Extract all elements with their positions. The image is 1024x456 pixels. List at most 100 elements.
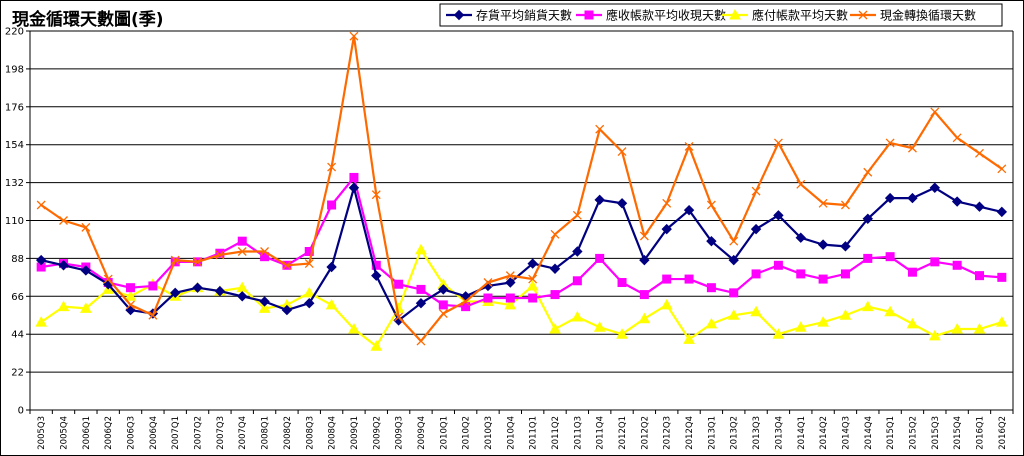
data-point <box>796 179 806 189</box>
data-point <box>639 290 649 300</box>
data-point <box>662 198 672 208</box>
data-point <box>862 213 873 224</box>
x-tick-label: 2009Q3 <box>395 416 405 450</box>
x-tick-label: 2006Q2 <box>104 416 114 450</box>
data-point <box>974 271 984 281</box>
x-tick-label: 2005Q3 <box>37 416 47 450</box>
data-point <box>772 328 785 339</box>
data-point <box>773 138 783 148</box>
legend-label: 應付帳款平均天數 <box>752 8 848 23</box>
data-point <box>751 186 761 196</box>
x-tick-label: 2007Q2 <box>194 416 204 450</box>
data-point <box>528 293 538 303</box>
data-point <box>527 258 538 269</box>
data-point <box>528 274 538 284</box>
legend-label: 存貨平均銷貨天數 <box>476 8 572 23</box>
data-point <box>483 293 493 303</box>
data-point <box>348 323 360 334</box>
data-point <box>572 210 582 220</box>
data-point <box>928 329 941 341</box>
data-point <box>907 192 918 204</box>
x-tick-label: 2015Q2 <box>908 416 918 450</box>
x-tick-label: 2014Q4 <box>864 416 874 450</box>
data-point <box>751 269 761 279</box>
data-point <box>952 133 962 143</box>
data-point <box>728 254 739 266</box>
x-tick-label: 2007Q4 <box>238 416 248 450</box>
data-point <box>371 260 381 270</box>
data-point <box>304 247 314 257</box>
x-tick-label: 2006Q4 <box>149 416 159 450</box>
data-point <box>773 260 783 270</box>
legend: 存貨平均銷貨天數 應收帳款平均收現天數 應付帳款平均天數 現金轉換循環天數 <box>439 3 1003 27</box>
data-point <box>885 252 895 262</box>
data-point <box>550 290 560 300</box>
data-point <box>638 312 651 324</box>
data-point <box>148 310 158 320</box>
data-point <box>260 247 270 256</box>
data-point <box>861 300 874 312</box>
data-point <box>705 317 718 329</box>
data-point <box>80 265 92 276</box>
x-tick-label: 2008Q1 <box>261 416 271 450</box>
data-point <box>616 198 628 209</box>
data-point <box>282 260 292 270</box>
legend-marker <box>584 10 594 20</box>
data-point <box>973 323 986 334</box>
data-point <box>930 257 940 267</box>
data-point <box>304 297 315 309</box>
data-point <box>840 241 851 252</box>
data-point <box>727 309 740 320</box>
legend-box <box>439 3 1003 27</box>
data-point <box>126 283 136 293</box>
data-point <box>907 267 917 277</box>
data-point <box>795 232 806 243</box>
data-point <box>884 305 896 317</box>
data-point <box>81 222 91 232</box>
data-point <box>415 243 427 255</box>
data-point <box>103 274 113 284</box>
y-tick-label: 66 <box>11 292 24 303</box>
data-point <box>526 279 539 291</box>
legend-entry: 現金轉換循環天數 <box>850 8 976 23</box>
y-tick-label: 176 <box>5 102 24 113</box>
x-tick-label: 2007Q3 <box>216 416 226 450</box>
legend-marker <box>729 8 741 20</box>
data-point <box>817 316 829 327</box>
series-4 <box>36 31 1007 346</box>
y-tick-label: 88 <box>11 254 24 265</box>
data-point <box>818 198 828 208</box>
data-point <box>415 297 427 309</box>
data-point <box>59 216 68 225</box>
data-point <box>661 223 672 235</box>
data-point <box>975 148 984 158</box>
data-point <box>170 287 181 299</box>
x-tick-label: 2012Q1 <box>618 416 628 450</box>
x-tick-label: 2008Q3 <box>305 416 315 450</box>
data-point <box>572 246 583 257</box>
data-point <box>549 323 561 334</box>
data-point <box>684 274 694 284</box>
data-point <box>750 223 762 235</box>
data-point <box>259 296 270 307</box>
data-point <box>461 297 471 306</box>
legend-entry: 應收帳款平均收現天數 <box>576 8 726 23</box>
data-point <box>706 283 716 293</box>
x-tick-label: 2012Q3 <box>663 416 673 450</box>
data-point <box>193 257 203 267</box>
data-point <box>840 200 850 210</box>
x-tick-label: 2016Q2 <box>998 416 1008 450</box>
y-tick-label: 110 <box>5 216 24 227</box>
data-point <box>281 304 293 316</box>
data-point <box>706 200 716 210</box>
data-point <box>884 192 896 204</box>
data-point <box>416 284 426 294</box>
data-point <box>438 284 449 295</box>
x-tick-label: 2011Q4 <box>596 416 606 450</box>
data-point <box>817 239 829 250</box>
data-point <box>595 253 605 263</box>
legend-label: 現金轉換循環天數 <box>880 8 976 23</box>
data-point <box>148 281 158 291</box>
x-tick-label: 2006Q1 <box>82 416 92 450</box>
